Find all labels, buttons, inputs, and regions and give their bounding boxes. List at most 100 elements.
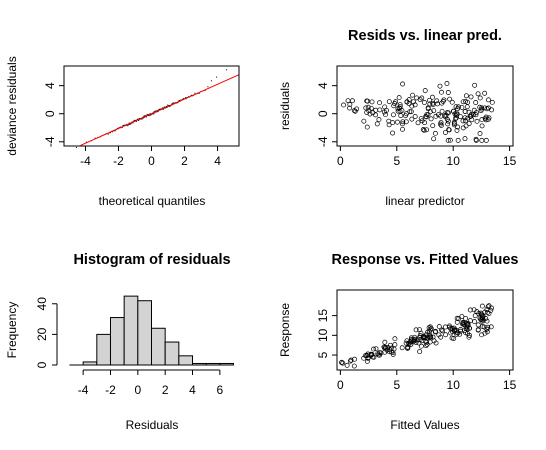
fit-x-tick-label: 0 — [337, 378, 344, 392]
fit-point — [364, 358, 370, 364]
qq-point — [129, 123, 131, 125]
resid-point — [368, 105, 374, 111]
qq-point — [144, 115, 146, 117]
fit-point — [390, 351, 396, 357]
resid-point — [423, 114, 429, 120]
hist-x-ticks: -4 -2 0 2 4 6 — [78, 369, 224, 397]
qq-point — [147, 114, 149, 116]
fit-y-tick-label: 10 — [316, 328, 330, 342]
fit-y-tick-label: 15 — [316, 309, 330, 323]
qq-point — [207, 86, 209, 88]
resid-point — [439, 108, 445, 114]
fit-point — [428, 326, 434, 331]
qq-x-tick-label: -2 — [113, 154, 124, 168]
fit-point — [387, 342, 393, 348]
hist-x-tick-label: 6 — [217, 383, 224, 397]
hist-title: Histogram of residuals — [73, 252, 230, 268]
resid-point — [445, 90, 451, 95]
resid-point — [421, 127, 427, 133]
resid-point — [453, 116, 458, 122]
resid-point — [409, 103, 415, 109]
resid-point — [483, 114, 489, 120]
hist-x-tick-label: 2 — [162, 383, 169, 397]
resid-point — [445, 118, 451, 124]
hist-x-tick-label: -2 — [105, 383, 116, 397]
resid-point — [400, 126, 405, 132]
resid-point — [434, 101, 440, 107]
resid-point — [443, 130, 448, 135]
resid-point — [460, 118, 466, 124]
hist-y-ticks: 0 20 40 — [35, 297, 58, 368]
qq-point — [143, 117, 145, 119]
fit-point — [388, 345, 394, 351]
fit-x-axis-label: Fitted Values — [390, 418, 459, 432]
panel-qq: -4 -2 0 2 4 -4 0 4 theoretical quantiles devia… — [5, 56, 240, 208]
resid-point — [364, 124, 370, 130]
qq-x-tick-label: 0 — [148, 154, 155, 168]
resid-point — [452, 111, 458, 117]
qq-point — [226, 69, 228, 71]
resid-point — [462, 109, 468, 114]
resid-point — [427, 109, 433, 115]
qq-point — [133, 119, 135, 121]
qq-point — [172, 102, 174, 104]
fit-point — [479, 332, 485, 338]
resid-point — [424, 127, 430, 133]
qq-x-tick-label: 4 — [214, 154, 221, 168]
resid-point — [390, 112, 396, 118]
resid-point — [442, 114, 448, 120]
fit-point — [471, 307, 477, 313]
resid-point — [395, 108, 401, 114]
fit-point — [424, 341, 430, 347]
qq-point — [132, 122, 134, 124]
fit-point — [485, 309, 490, 315]
qq-point — [170, 105, 172, 107]
resid-point — [430, 100, 436, 106]
resid-point — [467, 114, 473, 119]
fit-point — [418, 343, 424, 349]
fit-point — [483, 316, 489, 321]
fit-point — [425, 329, 431, 335]
qq-x-tick-label: 2 — [181, 154, 188, 168]
qq-point — [122, 124, 124, 126]
qq-point — [130, 123, 132, 125]
resid-point — [365, 104, 371, 110]
qq-point — [210, 80, 212, 82]
fit-point — [408, 335, 414, 341]
hist-y-tick-label: 40 — [35, 297, 49, 311]
fit-point — [426, 325, 432, 331]
resid-point — [398, 113, 404, 119]
qq-point — [109, 132, 111, 134]
fit-point — [424, 339, 430, 345]
resid-point — [466, 121, 472, 127]
resid-point — [484, 106, 490, 112]
resid-point — [434, 98, 440, 104]
fit-point — [467, 307, 473, 313]
fit-point — [430, 334, 436, 340]
fit-point — [351, 363, 357, 369]
qq-point — [137, 118, 139, 120]
fit-point — [383, 345, 389, 351]
resid-point — [396, 105, 402, 111]
qq-x-tick-label: -4 — [80, 154, 91, 168]
hist-bar — [164, 341, 180, 366]
resid-point — [469, 117, 475, 123]
resid-point — [475, 91, 481, 97]
resid-point — [347, 105, 353, 111]
fit-point — [417, 349, 423, 355]
fit-x-tick-label: 5 — [393, 378, 400, 392]
qq-point — [216, 76, 218, 78]
resid-point — [403, 113, 409, 119]
qq-point — [159, 108, 161, 110]
qq-point — [151, 113, 153, 115]
resid-point — [451, 108, 456, 114]
resid-point — [422, 88, 428, 94]
fit-point — [373, 346, 379, 352]
resid-point — [397, 102, 403, 108]
qq-point — [75, 146, 77, 148]
resid-x-tick-label: 5 — [393, 154, 400, 168]
fit-point — [436, 332, 442, 338]
fit-point — [463, 320, 469, 326]
resid-point — [394, 119, 400, 125]
resid-point — [397, 109, 403, 114]
